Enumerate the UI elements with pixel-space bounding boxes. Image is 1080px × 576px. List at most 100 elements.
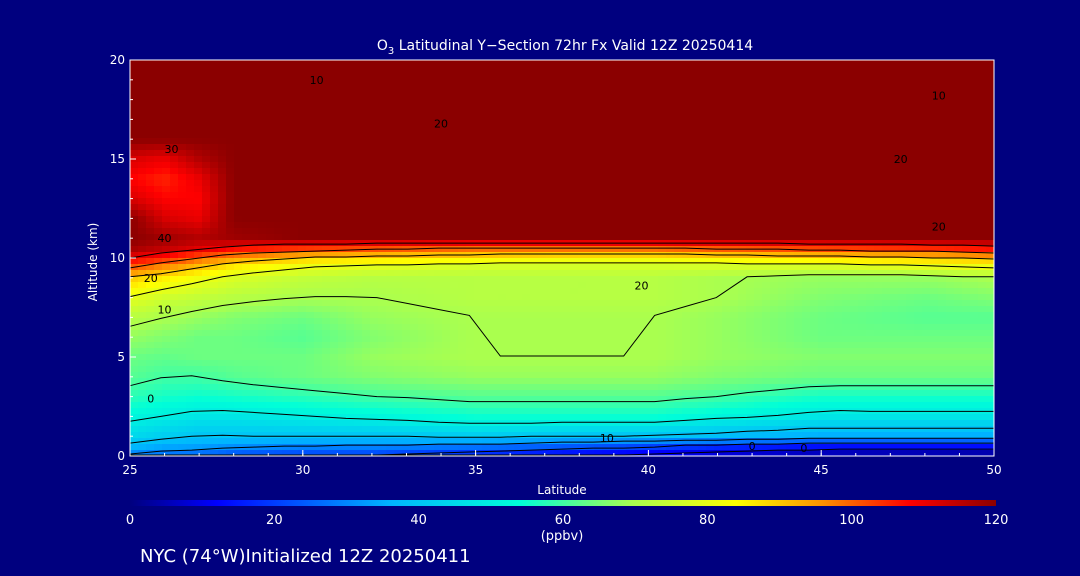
heatmap-cell bbox=[186, 174, 195, 181]
heatmap-cell bbox=[634, 294, 643, 301]
heatmap-cell bbox=[778, 294, 787, 301]
heatmap-cell bbox=[674, 174, 683, 181]
heatmap-cell bbox=[682, 288, 691, 295]
heatmap-cell bbox=[858, 210, 867, 217]
heatmap-cell bbox=[730, 96, 739, 103]
heatmap-cell bbox=[746, 180, 755, 187]
heatmap-cell bbox=[818, 210, 827, 217]
heatmap-cell bbox=[986, 126, 995, 133]
heatmap-cell bbox=[482, 132, 491, 139]
heatmap-cell bbox=[866, 192, 875, 199]
heatmap-cell bbox=[930, 156, 939, 163]
heatmap-cell bbox=[362, 270, 371, 277]
heatmap-cell bbox=[922, 96, 931, 103]
heatmap-cell bbox=[938, 180, 947, 187]
heatmap-cell bbox=[130, 102, 139, 109]
heatmap-cell bbox=[514, 138, 523, 145]
heatmap-cell bbox=[570, 294, 579, 301]
heatmap-cell bbox=[522, 264, 531, 271]
heatmap-cell bbox=[770, 288, 779, 295]
heatmap-cell bbox=[650, 282, 659, 289]
heatmap-cell bbox=[802, 294, 811, 301]
heatmap-cell bbox=[946, 312, 955, 319]
heatmap-cell bbox=[402, 90, 411, 97]
heatmap-cell bbox=[474, 288, 483, 295]
heatmap-cell bbox=[874, 330, 883, 337]
heatmap-cell bbox=[730, 108, 739, 115]
heatmap-cell bbox=[794, 84, 803, 91]
heatmap-cell bbox=[866, 120, 875, 127]
heatmap-cell bbox=[170, 102, 179, 109]
heatmap-cell bbox=[690, 174, 699, 181]
heatmap-cell bbox=[250, 234, 259, 241]
heatmap-cell bbox=[794, 312, 803, 319]
heatmap-cell bbox=[970, 114, 979, 121]
heatmap-cell bbox=[650, 324, 659, 331]
heatmap-cell bbox=[450, 84, 459, 91]
heatmap-cell bbox=[282, 312, 291, 319]
heatmap-cell bbox=[794, 264, 803, 271]
heatmap-cell bbox=[586, 108, 595, 115]
heatmap-cell bbox=[210, 174, 219, 181]
heatmap-cell bbox=[866, 258, 875, 265]
heatmap-cell bbox=[466, 156, 475, 163]
heatmap-cell bbox=[874, 252, 883, 259]
heatmap-cell bbox=[778, 66, 787, 73]
heatmap-cell bbox=[194, 282, 203, 289]
heatmap-cell bbox=[522, 216, 531, 223]
heatmap-cell bbox=[226, 96, 235, 103]
heatmap-cell bbox=[498, 210, 507, 217]
heatmap-cell bbox=[258, 162, 267, 169]
heatmap-cell bbox=[506, 156, 515, 163]
heatmap-cell bbox=[138, 324, 147, 331]
heatmap-cell bbox=[810, 84, 819, 91]
heatmap-cell bbox=[362, 324, 371, 331]
heatmap-cell bbox=[922, 210, 931, 217]
heatmap-cell bbox=[530, 174, 539, 181]
heatmap-cell bbox=[698, 90, 707, 97]
heatmap-cell bbox=[234, 174, 243, 181]
heatmap-cell bbox=[874, 192, 883, 199]
heatmap-cell bbox=[546, 96, 555, 103]
heatmap-cell bbox=[938, 132, 947, 139]
heatmap-cell bbox=[642, 276, 651, 283]
heatmap-cell bbox=[962, 84, 971, 91]
heatmap-cell bbox=[314, 258, 323, 265]
heatmap-cell bbox=[170, 228, 179, 235]
heatmap-cell bbox=[770, 96, 779, 103]
heatmap-cell bbox=[234, 66, 243, 73]
heatmap-cell bbox=[178, 324, 187, 331]
heatmap-cell bbox=[722, 222, 731, 229]
heatmap-cell bbox=[658, 174, 667, 181]
heatmap-cell bbox=[850, 120, 859, 127]
heatmap-cell bbox=[426, 60, 435, 67]
heatmap-cell bbox=[818, 102, 827, 109]
heatmap-cell bbox=[810, 138, 819, 145]
heatmap-cell bbox=[890, 156, 899, 163]
heatmap-cell bbox=[810, 300, 819, 307]
heatmap-cell bbox=[866, 186, 875, 193]
heatmap-cell bbox=[930, 276, 939, 283]
heatmap-cell bbox=[178, 138, 187, 145]
heatmap-cell bbox=[322, 288, 331, 295]
heatmap-cell bbox=[138, 246, 147, 253]
heatmap-cell bbox=[450, 306, 459, 313]
heatmap-cell bbox=[378, 162, 387, 169]
heatmap-cell bbox=[378, 228, 387, 235]
heatmap-cell bbox=[722, 90, 731, 97]
heatmap-cell bbox=[890, 330, 899, 337]
heatmap-cell bbox=[530, 138, 539, 145]
heatmap-cell bbox=[722, 192, 731, 199]
heatmap-cell bbox=[882, 132, 891, 139]
heatmap-cell bbox=[162, 312, 171, 319]
heatmap-cell bbox=[666, 84, 675, 91]
heatmap-cell bbox=[794, 90, 803, 97]
heatmap-cell bbox=[586, 324, 595, 331]
heatmap-cell bbox=[690, 294, 699, 301]
heatmap-cell bbox=[986, 282, 995, 289]
heatmap-cell bbox=[562, 126, 571, 133]
heatmap-cell bbox=[714, 234, 723, 241]
heatmap-cell bbox=[730, 186, 739, 193]
heatmap-cell bbox=[514, 204, 523, 211]
heatmap-cell bbox=[242, 186, 251, 193]
